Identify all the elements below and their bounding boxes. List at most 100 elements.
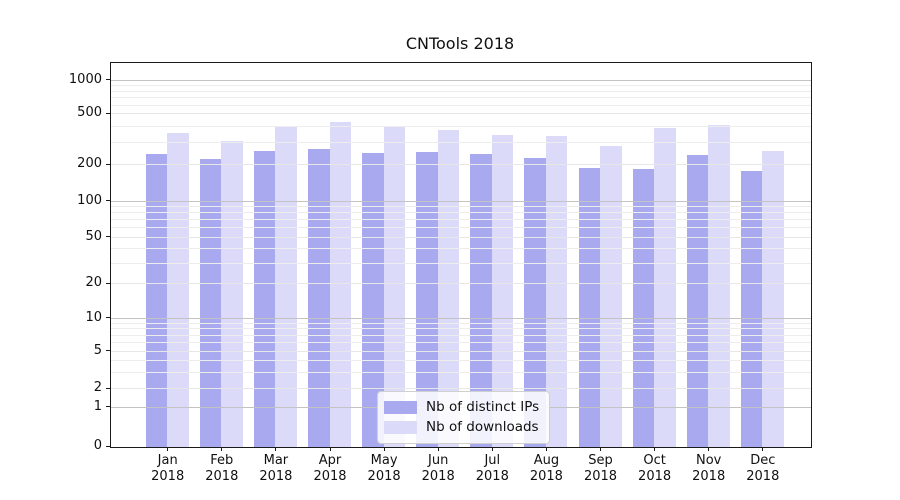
gridline-8 [111, 328, 811, 330]
y-tick-500 [106, 112, 110, 114]
x-tick-may [383, 447, 385, 451]
gridline-300 [111, 141, 811, 143]
bar-aug-distinct-ips [524, 158, 546, 447]
y-tick-label-50: 50 [85, 228, 102, 244]
bar-sep-downloads [600, 145, 622, 447]
bar-jun-distinct-ips [416, 151, 438, 447]
gridline-7 [111, 334, 811, 336]
bar-dec-downloads [762, 150, 784, 447]
y-tick-label-1000: 1000 [68, 71, 102, 87]
legend-item-distinct-ips: Nb of distinct IPs [384, 397, 539, 417]
gridline-30 [111, 262, 811, 264]
x-tick-label-jun: Jun 2018 [421, 453, 455, 484]
gridline-3 [111, 371, 811, 373]
gridline-40 [111, 248, 811, 250]
y-tick-label-0: 0 [93, 438, 102, 453]
gridline-90 [111, 206, 811, 208]
bar-dec-distinct-ips [740, 170, 763, 447]
gridline-60 [111, 227, 811, 229]
x-tick-label-may: May 2018 [367, 453, 401, 484]
gridline-6 [111, 342, 811, 344]
bar-jun-downloads [437, 129, 460, 447]
bar-aug-downloads [545, 135, 568, 447]
legend-label-distinct-ips: Nb of distinct IPs [426, 399, 540, 415]
x-tick-label-jan: Jan 2018 [151, 453, 185, 484]
y-tick-label-100: 100 [77, 192, 102, 208]
x-tick-label-jul: Jul 2018 [475, 453, 509, 484]
x-tick-jan [167, 447, 169, 451]
downloads-swatch-icon [384, 420, 417, 434]
y-tick-label-5: 5 [93, 342, 102, 358]
y-tick-10 [106, 317, 110, 319]
x-tick-dec [762, 447, 764, 451]
gridline-80 [111, 212, 811, 214]
bar-nov-downloads [708, 124, 730, 447]
y-tick-1 [106, 406, 110, 408]
bar-jul-distinct-ips [470, 153, 492, 447]
gridline-600 [111, 104, 811, 106]
distinct-ips-swatch-icon [384, 400, 417, 414]
bar-apr-distinct-ips [308, 149, 330, 447]
gridline-700 [111, 97, 811, 99]
y-tick-2 [106, 387, 110, 389]
legend-item-downloads: Nb of downloads [384, 417, 539, 437]
y-tick-label-500: 500 [77, 105, 102, 121]
x-tick-label-aug: Aug 2018 [529, 453, 563, 484]
bar-apr-downloads [329, 122, 351, 447]
bar-feb-downloads [221, 141, 243, 447]
gridline-100 [111, 200, 811, 202]
y-tick-50 [106, 236, 110, 238]
x-tick-mar [275, 447, 277, 451]
gridline-9 [111, 322, 811, 324]
legend-label-downloads: Nb of downloads [426, 419, 539, 435]
bar-oct-downloads [654, 128, 676, 447]
x-tick-sep [600, 447, 601, 451]
gridline-50 [111, 236, 811, 238]
x-tick-jun [437, 447, 439, 451]
x-tick-label-oct: Oct 2018 [638, 453, 672, 484]
gridline-500 [111, 113, 811, 115]
gridline-2 [111, 388, 811, 390]
y-tick-20 [106, 282, 110, 284]
x-tick-nov [708, 447, 710, 451]
y-tick-label-1: 1 [93, 398, 102, 414]
x-tick-label-nov: Nov 2018 [692, 453, 726, 484]
y-tick-200 [106, 163, 110, 165]
x-tick-label-mar: Mar 2018 [259, 453, 293, 484]
x-tick-feb [221, 447, 223, 451]
x-tick-oct [654, 447, 656, 451]
x-tick-aug [545, 447, 547, 451]
x-tick-label-feb: Feb 2018 [205, 453, 239, 484]
gridline-900 [111, 84, 811, 86]
bar-nov-distinct-ips [686, 154, 709, 447]
y-tick-5 [106, 350, 110, 352]
gridline-10 [111, 317, 811, 319]
y-tick-1000 [106, 79, 110, 81]
bar-oct-distinct-ips [632, 169, 655, 447]
gridline-20 [111, 283, 811, 285]
chart-title: CNTools 2018 [405, 34, 515, 53]
gridline-200 [111, 164, 811, 166]
y-tick-label-200: 200 [77, 156, 102, 172]
y-tick-100 [106, 200, 110, 202]
y-tick-label-10: 10 [85, 309, 102, 325]
x-tick-label-sep: Sep 2018 [583, 453, 618, 484]
bar-may-distinct-ips [362, 153, 384, 447]
legend: Nb of distinct IPs Nb of downloads [377, 391, 551, 444]
y-tick-label-20: 20 [85, 275, 102, 291]
gridline-5 [111, 350, 811, 352]
gridline-800 [111, 90, 811, 92]
x-tick-jul [491, 447, 493, 451]
gridline-1000 [111, 79, 811, 81]
gridline-4 [111, 359, 811, 361]
y-tick-0 [106, 445, 110, 447]
bar-jan-downloads [167, 132, 189, 447]
gridline-400 [111, 125, 811, 127]
x-tick-label-apr: Apr 2018 [313, 453, 347, 484]
bar-jan-distinct-ips [145, 153, 168, 447]
y-tick-label-2: 2 [93, 380, 102, 396]
gridline-70 [111, 219, 811, 221]
bar-sep-distinct-ips [578, 168, 600, 447]
bar-mar-downloads [275, 127, 297, 447]
